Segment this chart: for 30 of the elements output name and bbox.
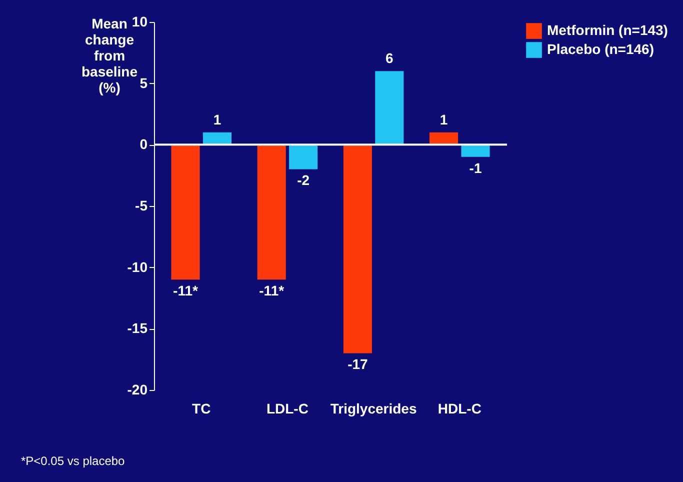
data-label: 1	[440, 111, 448, 128]
bar	[375, 71, 404, 145]
data-label: -1	[469, 160, 482, 176]
legend-label: Metformin (n=143)	[547, 22, 668, 38]
y-tick-label: -15	[127, 320, 148, 336]
data-label: -2	[297, 172, 310, 188]
bar	[343, 144, 372, 354]
x-tick-label: LDL-C	[266, 400, 308, 416]
x-tick-label: Triglycerides	[330, 400, 417, 416]
bar	[202, 132, 232, 145]
bar	[289, 144, 318, 170]
legend-label: Placebo (n=146)	[547, 41, 654, 57]
data-label: 6	[386, 50, 394, 66]
y-tick-label: 0	[140, 136, 148, 152]
bar	[430, 132, 458, 145]
data-label: 1	[213, 111, 222, 128]
y-tick-label: -5	[135, 198, 148, 214]
y-tick-label: -10	[127, 258, 148, 275]
x-tick-label: TC	[192, 400, 211, 416]
y-tick-label: -20	[127, 382, 148, 398]
x-tick-label: HDL-C	[438, 400, 482, 416]
data-label: -17	[348, 356, 368, 372]
y-tick-label: 5	[140, 74, 148, 91]
data-label: -11*	[259, 282, 285, 299]
text: *P<0.05 vs placebo	[20, 454, 126, 468]
bar	[257, 144, 286, 280]
y-tick-label: 10	[132, 14, 148, 30]
data-label: -11*	[173, 282, 198, 299]
bar	[171, 144, 200, 280]
bar	[461, 144, 490, 157]
